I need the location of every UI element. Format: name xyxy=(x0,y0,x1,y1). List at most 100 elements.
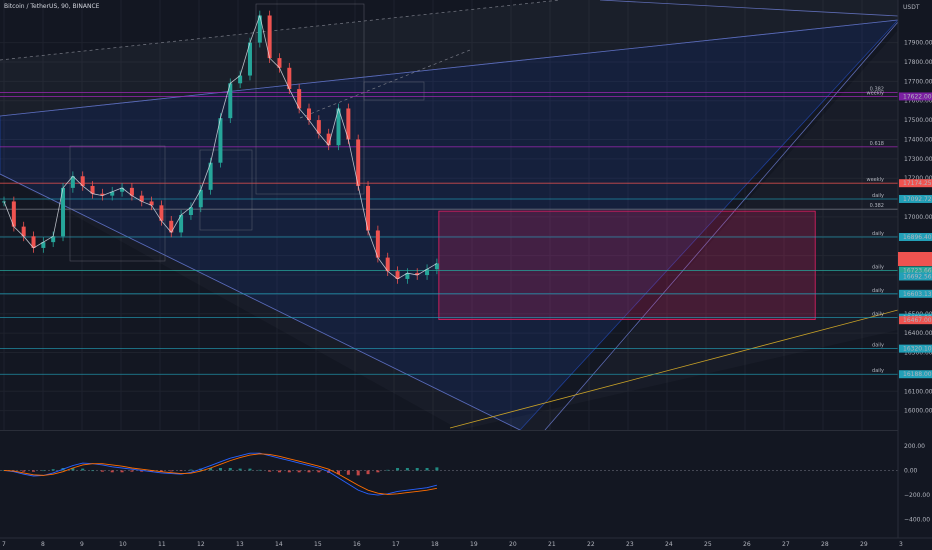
macd-histogram-bar xyxy=(425,468,429,471)
candle-body xyxy=(395,271,400,279)
candle-body xyxy=(247,42,252,76)
dashed-trend-line xyxy=(0,0,561,61)
price-tick-label: 16400.00 xyxy=(904,330,932,337)
time-tick-label: 16 xyxy=(353,541,361,548)
trend-line-orange xyxy=(449,309,899,429)
macd-line xyxy=(3,452,438,496)
macd-axis-ticks: 200.00 0.00 −200.00 −400.00 xyxy=(904,443,930,524)
price-tick-label: 17700.00 xyxy=(904,78,932,85)
time-tick-label: 3 xyxy=(899,541,903,548)
candle-body xyxy=(80,176,85,186)
price-tick-label: 16100.00 xyxy=(904,388,932,395)
candle-body xyxy=(267,15,272,59)
candle-body xyxy=(159,205,164,221)
macd-histogram-bar xyxy=(287,470,291,473)
price-label: 17622.00 xyxy=(903,93,932,100)
candle-body xyxy=(434,263,439,270)
macd-histogram-bar xyxy=(179,470,183,472)
dashed-trend-line-2 xyxy=(299,49,471,119)
current-price-marker xyxy=(898,252,932,266)
candle-body xyxy=(326,133,331,146)
candle-body xyxy=(405,273,410,279)
price-tick-label: 16300.00 xyxy=(904,350,932,357)
macd-histogram-bar xyxy=(376,470,380,473)
candle-body xyxy=(188,207,193,215)
price-tick-label: 17500.00 xyxy=(904,117,932,124)
macd-histogram-bar xyxy=(159,470,163,472)
macd-histogram-bar xyxy=(150,470,154,472)
macd-histogram-bar xyxy=(337,470,341,475)
price-label: 16723.66 xyxy=(903,267,932,274)
candle-body xyxy=(21,226,26,237)
price-label-bg xyxy=(899,289,932,298)
macd-histogram-bar xyxy=(258,469,262,471)
candle-body xyxy=(51,236,56,243)
time-tick-label: 14 xyxy=(275,541,283,548)
macd-histogram-bar xyxy=(169,470,173,472)
fan-line-top xyxy=(0,19,899,117)
macd-histogram-bar xyxy=(405,468,409,471)
range-box-1 xyxy=(69,145,166,262)
macd-histogram-bar xyxy=(297,470,301,473)
macd-histogram-bar xyxy=(307,470,311,473)
macd-histogram-bar xyxy=(346,470,350,475)
candle-body xyxy=(287,67,292,90)
price-tick-label: 17800.00 xyxy=(904,59,932,66)
candle-body xyxy=(110,191,115,196)
macd-histogram-bar xyxy=(386,469,390,471)
time-axis-ticks: 7 8 9 10 11 12 13 14 15 16 17 18 19 20 21 22 23 24 25 26 27 2… xyxy=(2,541,903,548)
price-label-bg xyxy=(899,194,932,203)
trend-line-top xyxy=(599,0,899,17)
macd-pane-background xyxy=(0,431,898,538)
price-label-bg xyxy=(899,266,932,275)
fan-line-lower xyxy=(0,173,521,431)
time-tick-label: 18 xyxy=(431,541,439,548)
time-tick-label: 25 xyxy=(704,541,712,548)
macd-histogram-bar xyxy=(238,468,242,471)
level-label: weekly xyxy=(867,90,885,96)
candle-body xyxy=(139,195,144,202)
price-tick-label: 17300.00 xyxy=(904,156,932,163)
macd-tick-label: −400.00 xyxy=(904,517,930,524)
price-label-bg xyxy=(899,233,932,242)
level-label: 0.382 xyxy=(870,203,884,209)
candle-body xyxy=(366,185,371,231)
time-tick-label: 27 xyxy=(782,541,790,548)
macd-histogram-bar xyxy=(81,468,85,471)
macd-histogram-bar xyxy=(22,470,26,472)
time-tick-label: 15 xyxy=(314,541,322,548)
macd-histogram-bar xyxy=(140,470,144,472)
candle-body xyxy=(208,162,213,190)
level-label: daily xyxy=(872,343,884,349)
time-tick-label: 21 xyxy=(548,541,556,548)
candle-body xyxy=(297,89,302,109)
candle-body xyxy=(306,108,311,121)
price-tick-label: 17600.00 xyxy=(904,98,932,105)
horizontal-levels: 0.382weekly0.618weeklydaily0.382dailydai… xyxy=(0,87,898,375)
price-tick-label: 17000.00 xyxy=(904,214,932,221)
time-tick-label: 9 xyxy=(80,541,84,548)
macd-histogram-bar xyxy=(110,470,114,473)
price-label: 16320.10 xyxy=(903,346,932,353)
macd-histogram-bar xyxy=(209,468,213,471)
candle-body xyxy=(425,269,430,276)
macd-histogram-bar xyxy=(356,470,360,476)
level-label: daily xyxy=(872,288,884,294)
level-label: daily xyxy=(872,368,884,374)
candle-body xyxy=(149,201,154,206)
price-label: 16692.56 xyxy=(903,273,932,280)
macd-histogram-bar xyxy=(317,470,321,473)
candle-body xyxy=(169,220,174,233)
price-label-bg xyxy=(899,272,932,281)
price-label-bg xyxy=(899,344,932,353)
candle-body xyxy=(61,187,66,237)
candle-body xyxy=(11,201,16,227)
price-label-bg xyxy=(899,92,932,101)
candle-body xyxy=(257,15,262,43)
fan-line-right xyxy=(544,21,899,431)
level-label: 0.618 xyxy=(870,141,884,147)
gray-fan-zone-bottom xyxy=(0,30,898,430)
candle-body xyxy=(228,83,233,119)
macd-histogram-bar xyxy=(51,469,55,471)
